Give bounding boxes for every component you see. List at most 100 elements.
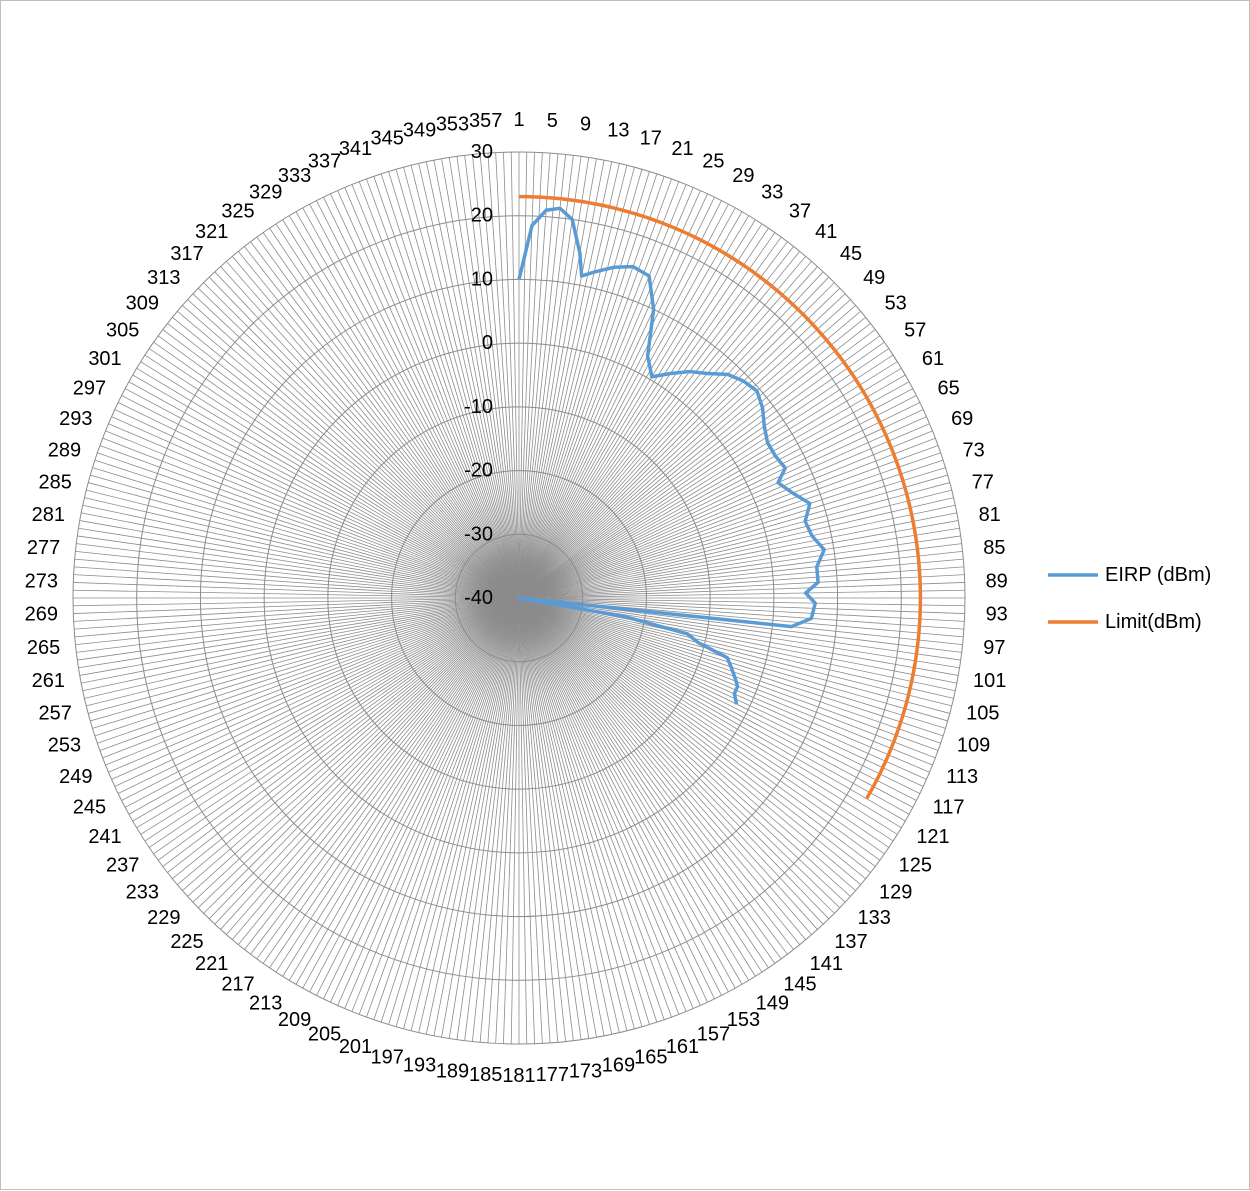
grid-spoke bbox=[518, 582, 965, 599]
grid-spoke bbox=[220, 266, 520, 599]
grid-spoke bbox=[275, 597, 520, 973]
grid-spoke bbox=[518, 597, 941, 744]
angle-tick-label: 13 bbox=[607, 119, 629, 141]
grid-spoke bbox=[518, 566, 964, 599]
grid-spoke bbox=[182, 597, 520, 891]
grid-ring bbox=[391, 470, 647, 726]
grid-spoke bbox=[518, 160, 605, 599]
grid-spoke bbox=[132, 374, 520, 599]
grid-spoke bbox=[518, 597, 835, 914]
grid-spoke bbox=[518, 157, 590, 599]
grid-spoke bbox=[140, 361, 520, 599]
grid-spoke bbox=[388, 597, 520, 1025]
angle-tick-label: 109 bbox=[957, 735, 990, 757]
grid-spoke bbox=[75, 597, 520, 646]
grid-spoke bbox=[518, 597, 961, 661]
grid-spoke bbox=[518, 597, 910, 815]
grid-spoke bbox=[76, 597, 520, 653]
angle-tick-label: 309 bbox=[126, 293, 159, 315]
grid-spoke bbox=[518, 597, 794, 950]
grid-spoke bbox=[358, 597, 520, 1015]
grid-spoke bbox=[121, 597, 520, 801]
grid-spoke bbox=[117, 597, 520, 794]
data-series bbox=[517, 194, 923, 800]
grid-spoke bbox=[395, 597, 520, 1027]
grid-spoke bbox=[232, 597, 520, 940]
grid-spoke bbox=[140, 597, 520, 835]
grid-spoke bbox=[518, 597, 680, 1015]
grid-spoke bbox=[97, 597, 520, 744]
grid-spoke bbox=[214, 597, 520, 925]
grid-spoke bbox=[518, 597, 528, 1044]
grid-spoke bbox=[456, 597, 520, 1040]
angle-tick-label: 225 bbox=[170, 931, 203, 953]
grid-spoke bbox=[518, 597, 956, 692]
grid-spoke bbox=[220, 597, 520, 930]
grid-spoke bbox=[111, 597, 520, 780]
grid-spoke bbox=[518, 543, 962, 599]
grid-spoke bbox=[75, 550, 520, 599]
grid-spoke bbox=[74, 597, 520, 638]
grid-spoke bbox=[77, 597, 520, 661]
grid-spoke bbox=[125, 597, 520, 808]
grid-spoke bbox=[518, 597, 885, 855]
grid-spoke bbox=[366, 178, 520, 599]
grid-spoke bbox=[503, 597, 520, 1044]
grid-spoke bbox=[197, 597, 520, 909]
grid-spoke bbox=[471, 597, 520, 1042]
grid-spoke bbox=[344, 597, 520, 1009]
grid-spoke bbox=[441, 158, 520, 599]
grid-spoke bbox=[177, 597, 520, 885]
angle-tick-label: 317 bbox=[170, 243, 203, 265]
grid-spoke bbox=[144, 597, 520, 842]
grid-spoke bbox=[282, 597, 520, 977]
grid-spoke bbox=[518, 597, 672, 1018]
angle-tick-label: 177 bbox=[536, 1064, 569, 1086]
grid-spoke bbox=[187, 299, 520, 599]
radial-tick-label: -20 bbox=[464, 460, 493, 482]
grid-spoke bbox=[82, 597, 520, 692]
grid-ring bbox=[72, 151, 966, 1045]
grid-spoke bbox=[136, 367, 520, 599]
grid-spoke bbox=[418, 597, 520, 1033]
angle-tick-label: 69 bbox=[951, 408, 973, 430]
angle-tick-label: 337 bbox=[308, 150, 341, 172]
grid-spoke bbox=[518, 597, 946, 729]
grid-spoke bbox=[518, 520, 959, 599]
grid-spoke bbox=[344, 187, 520, 599]
grid-spoke bbox=[518, 597, 851, 897]
grid-spoke bbox=[479, 597, 520, 1043]
angle-tick-label: 137 bbox=[834, 931, 867, 953]
grid-spoke bbox=[518, 211, 743, 599]
grid-spoke bbox=[269, 228, 520, 599]
grid-spoke bbox=[302, 207, 520, 599]
grid-spoke bbox=[518, 311, 861, 599]
grid-spoke bbox=[518, 152, 543, 599]
angle-tick-label: 97 bbox=[983, 637, 1005, 659]
grid-spoke bbox=[269, 597, 520, 968]
grid-spoke bbox=[518, 597, 936, 759]
grid-ring bbox=[263, 342, 775, 854]
grid-spoke bbox=[153, 341, 520, 599]
grid-spoke bbox=[518, 452, 941, 599]
grid-spoke bbox=[518, 437, 936, 599]
grid-spoke bbox=[518, 597, 763, 973]
angle-tick-label: 121 bbox=[916, 826, 949, 848]
grid-spoke bbox=[518, 512, 957, 599]
grid-spoke bbox=[518, 597, 551, 1043]
grid-spoke bbox=[518, 395, 917, 599]
grid-spoke bbox=[203, 282, 520, 599]
angle-tick-label: 9 bbox=[580, 114, 591, 136]
grid-spoke bbox=[73, 597, 520, 614]
grid-spoke bbox=[518, 467, 946, 599]
grid-spoke bbox=[99, 597, 520, 751]
grid-spoke bbox=[275, 223, 520, 599]
grid-spoke bbox=[238, 251, 520, 599]
angle-tick-labels: 1 5 9 13 17 212529333741454953576165697377818… bbox=[25, 109, 1008, 1087]
grid-spoke bbox=[250, 597, 520, 955]
grid-spoke bbox=[518, 597, 894, 842]
grid-spoke bbox=[518, 527, 960, 599]
grid-spoke bbox=[518, 228, 769, 599]
grid-spoke bbox=[105, 430, 520, 599]
grid-spoke bbox=[479, 153, 520, 599]
